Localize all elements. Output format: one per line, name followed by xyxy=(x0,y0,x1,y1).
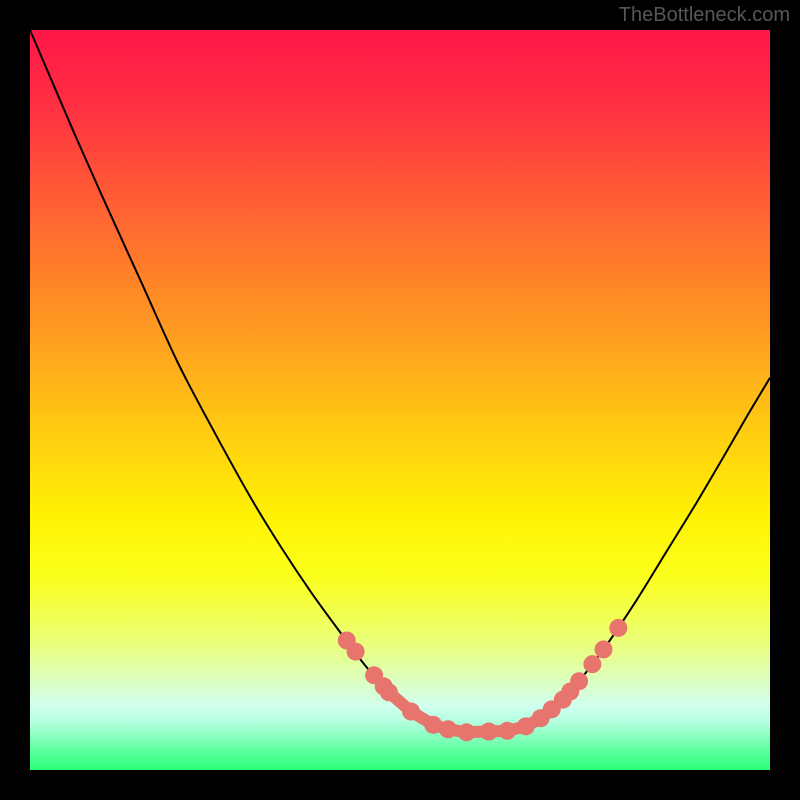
curve-marker xyxy=(609,619,627,637)
curve-marker xyxy=(402,703,420,721)
curve-marker xyxy=(583,655,601,673)
curve-marker xyxy=(480,723,498,741)
curve-marker xyxy=(458,723,476,741)
curve-markers xyxy=(338,619,628,741)
curve-marker xyxy=(595,640,613,658)
bottleneck-curve xyxy=(30,30,770,732)
watermark-text: TheBottleneck.com xyxy=(619,4,790,27)
curve-marker xyxy=(347,643,365,661)
curve-marker xyxy=(498,722,516,740)
curve-layer xyxy=(30,30,770,770)
curve-marker xyxy=(380,683,398,701)
curve-marker xyxy=(570,672,588,690)
chart-container: { "watermark": { "text": "TheBottleneck.… xyxy=(0,0,800,800)
curve-marker xyxy=(439,720,457,738)
